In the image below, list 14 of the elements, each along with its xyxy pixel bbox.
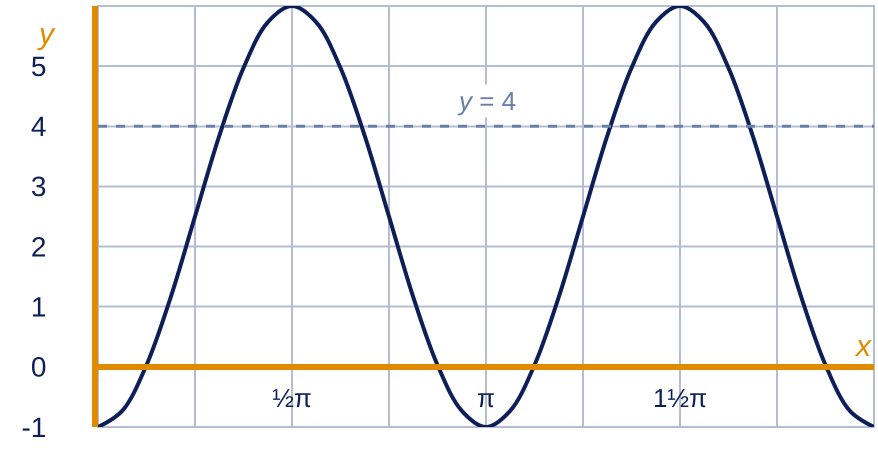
line-series xyxy=(98,6,874,427)
y-axis-title: y xyxy=(37,18,56,51)
y-tick-label: 2 xyxy=(30,231,46,262)
y-tick-label: 1 xyxy=(30,292,46,323)
y-tick-label: 5 xyxy=(30,50,46,82)
y-tick-label: 4 xyxy=(30,111,46,142)
x-tick-label: π xyxy=(477,383,495,414)
y-tick-label: 0 xyxy=(30,352,46,383)
x-tick-label: ½π xyxy=(272,383,312,414)
y-tick-label: -1 xyxy=(21,412,46,443)
y-tick-label: 3 xyxy=(30,171,46,202)
x-tick-label: 1½π xyxy=(652,383,708,414)
ref-line-label: y = 4 xyxy=(457,86,516,116)
x-axis-title: x xyxy=(854,330,872,363)
